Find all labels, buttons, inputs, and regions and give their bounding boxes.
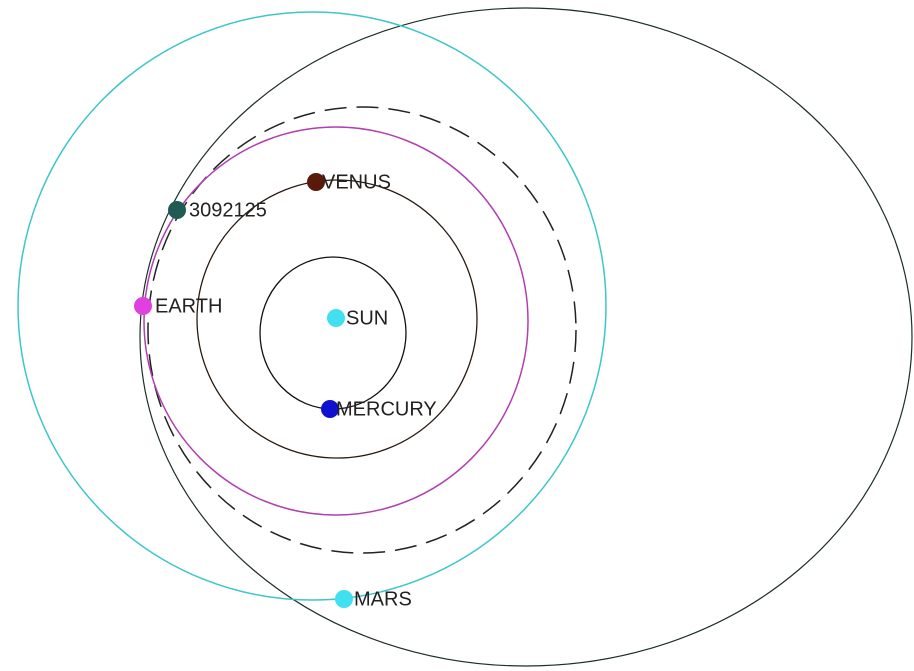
earth-dot <box>134 297 152 315</box>
body-label: MERCURY <box>336 398 437 420</box>
venus-dot <box>307 173 325 191</box>
asteroid-orbit <box>139 7 913 667</box>
venus-orbit <box>196 179 478 459</box>
mars-orbit <box>17 11 607 601</box>
body-label: 3092125 <box>189 199 267 221</box>
asteroid-dot <box>168 201 186 219</box>
body-label: EARTH <box>155 295 222 317</box>
sun-dot <box>327 309 345 327</box>
earth-orbit <box>143 126 529 516</box>
body-label: VENUS <box>322 171 391 193</box>
dashed-orbit <box>147 106 577 554</box>
mercury-dot <box>321 400 339 418</box>
body-label: MARS <box>354 588 412 610</box>
mars-dot <box>335 590 353 608</box>
body-label: SUN <box>346 307 388 329</box>
